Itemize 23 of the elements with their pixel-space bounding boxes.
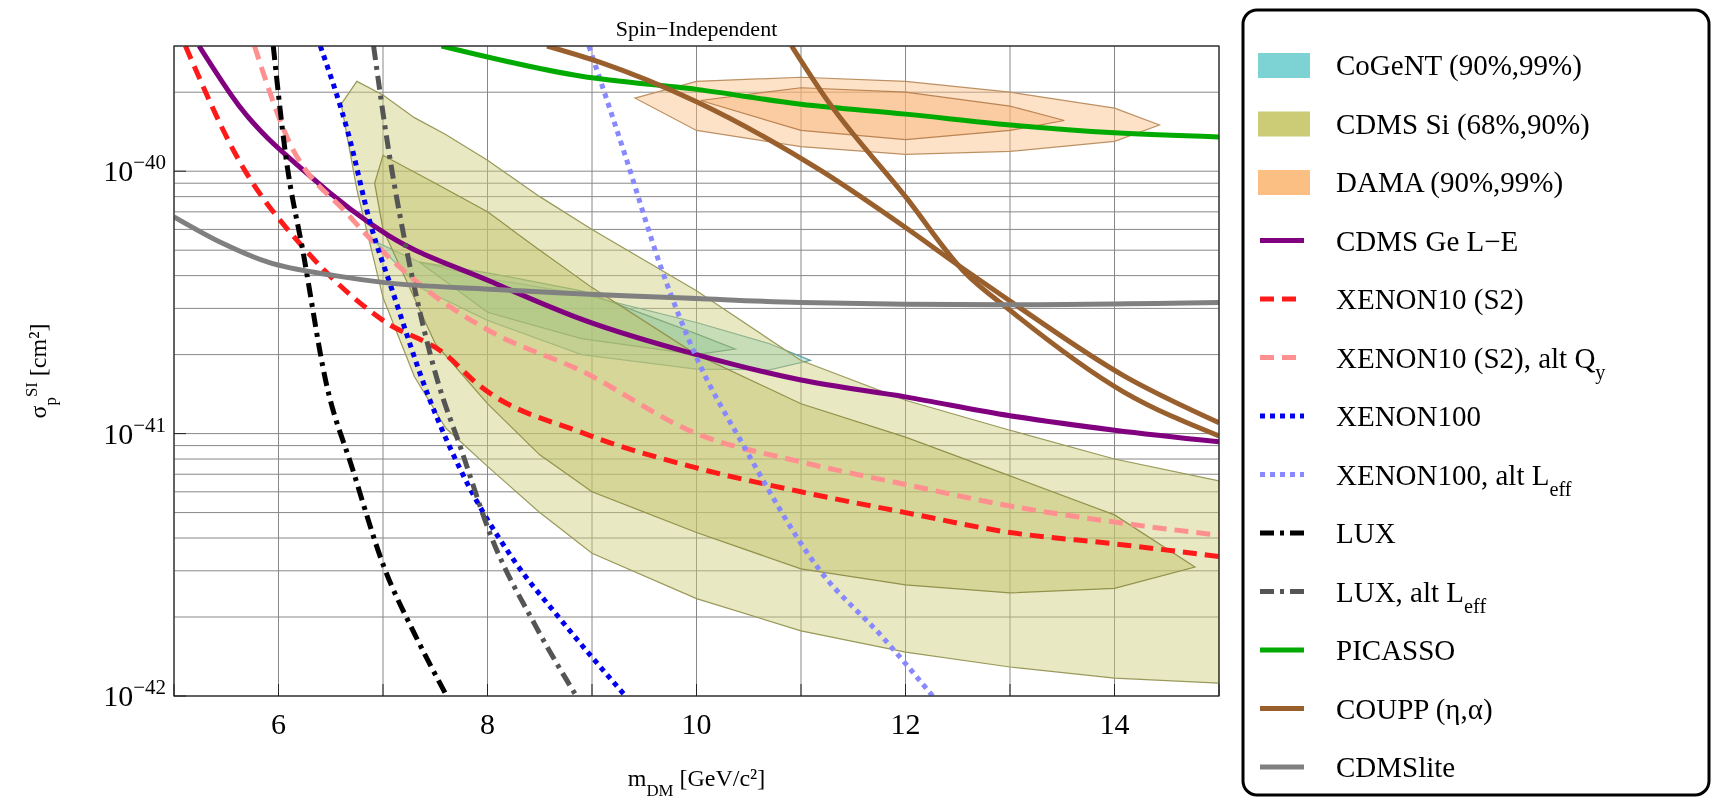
- legend-label: XENON100, alt L$_{eff}$: [1336, 458, 1572, 500]
- x-axis-title: m$_{DM}$ [GeV/c²]: [627, 765, 766, 800]
- legend-label: XENON10 (S2): [1336, 283, 1524, 316]
- legend-label: XENON10 (S2), alt Q$_{y}$: [1336, 341, 1607, 384]
- legend-label: PICASSO: [1336, 634, 1456, 666]
- x-tick-label: 14: [1099, 707, 1130, 740]
- chart-title: Spin−Independent: [615, 16, 778, 41]
- legend-label: CDMSlite: [1336, 751, 1456, 783]
- y-tick-label: 10$^{−40}$: [103, 150, 166, 188]
- x-tick-label: 6: [271, 707, 286, 740]
- y-tick-label: 10$^{−42}$: [103, 675, 166, 712]
- legend-label: CDMS Ge L−E: [1336, 224, 1519, 257]
- legend-label: XENON100: [1336, 400, 1481, 432]
- legend-label: LUX: [1336, 517, 1396, 549]
- x-tick-label: 12: [890, 707, 921, 740]
- legend-label: DAMA (90%,99%): [1336, 166, 1564, 199]
- legend-label: CoGeNT (90%,99%): [1336, 49, 1582, 82]
- x-tick-label: 10: [681, 707, 712, 740]
- x-tick-label: 8: [480, 707, 495, 740]
- legend-label: LUX, alt L$_{eff}$: [1336, 575, 1487, 617]
- legend-label: CDMS Si (68%,90%): [1336, 107, 1590, 141]
- y-tick-label: 10$^{−41}$: [103, 412, 166, 450]
- legend-label: COUPP (η,α): [1336, 692, 1493, 726]
